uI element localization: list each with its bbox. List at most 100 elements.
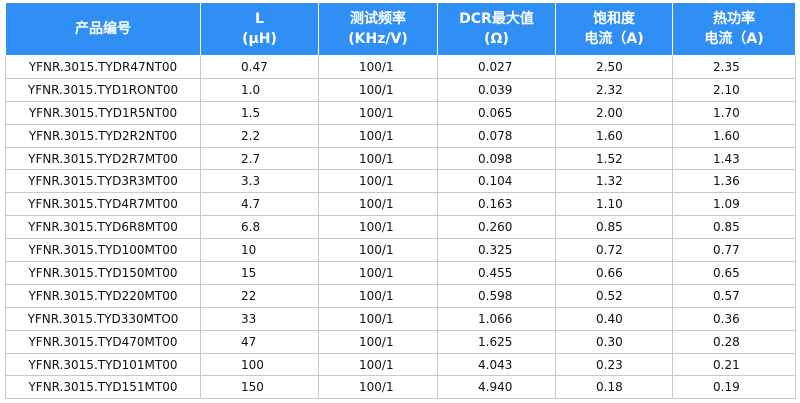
header-text: L	[255, 11, 264, 27]
header-text: 产品编号	[75, 21, 131, 37]
header-text: (Ω)	[484, 31, 509, 47]
header-text: (KHz/V)	[348, 31, 408, 47]
table-cell: 150	[200, 375, 319, 400]
table-cell: 0.72	[555, 238, 673, 263]
table-row: YFNR.3015.TYD151MT00 150 100/1 4.940 0.18 0.1…	[5, 375, 796, 400]
table-cell: 2.2	[200, 123, 319, 148]
table-cell: 33	[200, 306, 319, 331]
table-cell: 100/1	[318, 329, 438, 354]
table-cell: 0.455	[437, 261, 556, 285]
table-row: YFNR.3015.TYD150MT00 15 100/1 0.455 0.66 0.65	[5, 261, 796, 285]
table-cell: YFNR.3015.TYD330MTO0	[5, 306, 201, 331]
table-cell: 0.598	[437, 283, 556, 308]
table-cell: YFNR.3015.TYD151MT00	[5, 375, 201, 400]
header-text: 电流（A)	[584, 31, 644, 47]
header-text: 电流（A)	[704, 31, 764, 47]
table-row: YFNR.3015.TYD1RONT00 1.0 100/1 0.039 2.32 2.1…	[5, 77, 796, 102]
table-cell: 0.104	[437, 169, 556, 194]
table-cell: 47	[200, 329, 319, 354]
table-cell: 1.60	[555, 123, 673, 148]
table-row: YFNR.3015.TYD3R3MT00 3.3 100/1 0.104 1.32 1.3…	[5, 169, 796, 194]
table-cell: 0.23	[555, 352, 673, 377]
table-cell: 1.32	[555, 169, 673, 194]
table-cell: 1.70	[672, 100, 796, 125]
table-cell: 100/1	[318, 192, 438, 217]
table-cell: YFNR.3015.TYD2R2NT00	[5, 123, 201, 148]
table-cell: 2.35	[672, 55, 796, 79]
table-cell: 1.43	[672, 146, 796, 171]
table-cell: 2.50	[555, 55, 673, 79]
table-cell: 0.18	[555, 375, 673, 400]
table-cell: 0.078	[437, 123, 556, 148]
table-cell: 0.21	[672, 352, 796, 377]
table-cell: 100/1	[318, 100, 438, 125]
table-cell: 100/1	[318, 375, 438, 400]
table-row: YFNR.3015.TYDR47NT00 0.47 100/1 0.027 2.50 2.…	[5, 55, 796, 79]
header-cell: 产品编号	[5, 2, 201, 56]
header-text: DCR最大值	[459, 11, 534, 27]
table-cell: 100/1	[318, 306, 438, 331]
table-cell: 0.260	[437, 215, 556, 240]
table-cell: 100/1	[318, 169, 438, 194]
table-row: YFNR.3015.TYD330MTO0 33 100/1 1.066 0.40 0.36	[5, 306, 796, 331]
table-cell: 100/1	[318, 238, 438, 263]
table-cell: 1.60	[672, 123, 796, 148]
table-cell: YFNR.3015.TYD4R7MT00	[5, 192, 201, 217]
table-cell: YFNR.3015.TYD2R7MT00	[5, 146, 201, 171]
table-cell: 0.57	[672, 283, 796, 308]
table-body: YFNR.3015.TYDR47NT00 0.47 100/1 0.027 2.50 2.…	[5, 55, 796, 400]
table-cell: 1.36	[672, 169, 796, 194]
table-cell: YFNR.3015.TYDR47NT00	[5, 55, 201, 79]
table-cell: 0.19	[672, 375, 796, 400]
table-cell: 0.325	[437, 238, 556, 263]
table-cell: 0.65	[672, 261, 796, 285]
table-cell: YFNR.3015.TYD220MT00	[5, 283, 201, 308]
table-cell: 0.027	[437, 55, 556, 79]
table-cell: YFNR.3015.TYD100MT00	[5, 238, 201, 263]
table-cell: 0.163	[437, 192, 556, 217]
table-cell: 100/1	[318, 146, 438, 171]
table-row: YFNR.3015.TYD101MT00 100 100/1 4.043 0.23 0.2…	[5, 352, 796, 377]
table-cell: 1.09	[672, 192, 796, 217]
table-cell: 0.098	[437, 146, 556, 171]
table-cell: 4.940	[437, 375, 556, 400]
table-cell: 2.7	[200, 146, 319, 171]
table-cell: YFNR.3015.TYD6R8MT00	[5, 215, 201, 240]
table-cell: 100/1	[318, 283, 438, 308]
header-text: 热功率	[713, 11, 755, 27]
table-cell: 22	[200, 283, 319, 308]
table-cell: 100/1	[318, 77, 438, 102]
header-cell: L (μH)	[200, 2, 319, 56]
table-cell: 1.10	[555, 192, 673, 217]
table-cell: 2.32	[555, 77, 673, 102]
table-cell: YFNR.3015.TYD150MT00	[5, 261, 201, 285]
table-cell: YFNR.3015.TYD3R3MT00	[5, 169, 201, 194]
table-cell: 100/1	[318, 261, 438, 285]
table-cell: 100/1	[318, 123, 438, 148]
header-cell: 测试频率 (KHz/V)	[318, 2, 438, 56]
table-cell: 100/1	[318, 215, 438, 240]
table-cell: 0.36	[672, 306, 796, 331]
table-cell: 10	[200, 238, 319, 263]
table-cell: 100/1	[318, 55, 438, 79]
table-cell: 0.66	[555, 261, 673, 285]
table-cell: 2.10	[672, 77, 796, 102]
table-row: YFNR.3015.TYD2R7MT00 2.7 100/1 0.098 1.52 1.4…	[5, 146, 796, 171]
header-cell: 热功率电流（A)	[672, 2, 796, 56]
table-cell: 0.52	[555, 283, 673, 308]
table-cell: 0.039	[437, 77, 556, 102]
table-cell: 3.3	[200, 169, 319, 194]
table-cell: 1.52	[555, 146, 673, 171]
table-row: YFNR.3015.TYD470MT00 47 100/1 1.625 0.30 0.28	[5, 329, 796, 354]
header-row: 产品编号 L (μH) 测试频率 (KHz/V) DCR最大值 (Ω) 饱和度 电流（A) 热功率…	[5, 2, 796, 56]
spec-table: 产品编号 L (μH) 测试频率 (KHz/V) DCR最大值 (Ω) 饱和度 电流（A) 热功率…	[5, 2, 796, 400]
table-row: YFNR.3015.TYD4R7MT00 4.7 100/1 0.163 1.10 1.0…	[5, 192, 796, 217]
table-cell: YFNR.3015.TYD470MT00	[5, 329, 201, 354]
table-cell: 1.0	[200, 77, 319, 102]
table-cell: 1.625	[437, 329, 556, 354]
table-cell: 100/1	[318, 352, 438, 377]
table-row: YFNR.3015.TYD6R8MT00 6.8 100/1 0.260 0.85 0.8…	[5, 215, 796, 240]
table-row: YFNR.3015.TYD1R5NT00 1.5 100/1 0.065 2.00 1.7…	[5, 100, 796, 125]
table-cell: 6.8	[200, 215, 319, 240]
